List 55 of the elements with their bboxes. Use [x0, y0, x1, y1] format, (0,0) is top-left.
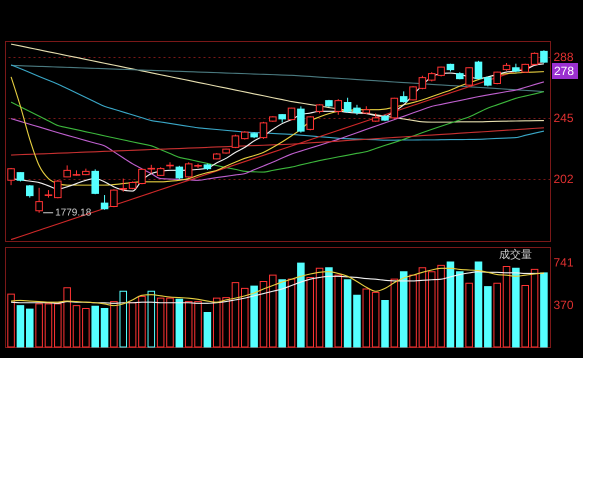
y-tick-label: 288 — [554, 50, 574, 64]
line-series — [10, 91, 544, 173]
candlestick — [390, 97, 398, 120]
candlestick — [297, 106, 305, 134]
line-series — [10, 64, 544, 92]
candlestick — [184, 162, 192, 178]
candlestick — [16, 172, 24, 182]
text: 278 — [554, 64, 574, 78]
candlestick — [119, 178, 128, 192]
annotation: 1779.18 — [55, 208, 92, 219]
bar — [297, 262, 305, 348]
y-tick-label: 202 — [554, 172, 574, 186]
bar — [204, 312, 212, 348]
bar — [400, 271, 408, 348]
candlestick — [465, 66, 473, 87]
bar — [456, 271, 464, 348]
candlestick — [400, 90, 408, 104]
bar — [26, 308, 34, 348]
candlestick — [260, 121, 268, 140]
line-series — [10, 44, 544, 123]
candlestick — [54, 180, 62, 199]
bar — [446, 261, 454, 348]
bar — [512, 268, 520, 348]
bar — [325, 267, 333, 348]
candlestick — [521, 63, 529, 74]
candlestick — [316, 104, 324, 114]
bar — [176, 298, 184, 348]
bar — [91, 306, 99, 348]
candlestick — [288, 107, 296, 121]
line-series — [10, 64, 544, 141]
candlestick — [437, 66, 445, 77]
bar — [381, 300, 389, 348]
bar — [16, 305, 24, 348]
candlestick — [334, 98, 342, 116]
y-tick-label: 370 — [554, 298, 574, 312]
candlestick — [428, 72, 436, 82]
line-series — [10, 61, 544, 240]
candlestick — [100, 194, 108, 210]
candlestick — [493, 70, 501, 85]
candlestick — [110, 188, 118, 208]
candlestick — [540, 50, 548, 64]
candlestick — [176, 165, 184, 180]
bar — [100, 308, 108, 348]
candlestick — [232, 134, 240, 149]
candlestick — [306, 116, 314, 131]
y-tick-label: 245 — [554, 111, 574, 126]
bar — [278, 279, 286, 348]
bar — [540, 272, 548, 348]
candlestick — [26, 184, 34, 198]
candlestick — [530, 52, 538, 66]
bar — [250, 286, 258, 348]
candlestick — [35, 187, 43, 214]
candlestick — [91, 168, 99, 195]
annotation: 成交量 — [499, 248, 532, 261]
y-tick-label: 741 — [554, 255, 574, 270]
